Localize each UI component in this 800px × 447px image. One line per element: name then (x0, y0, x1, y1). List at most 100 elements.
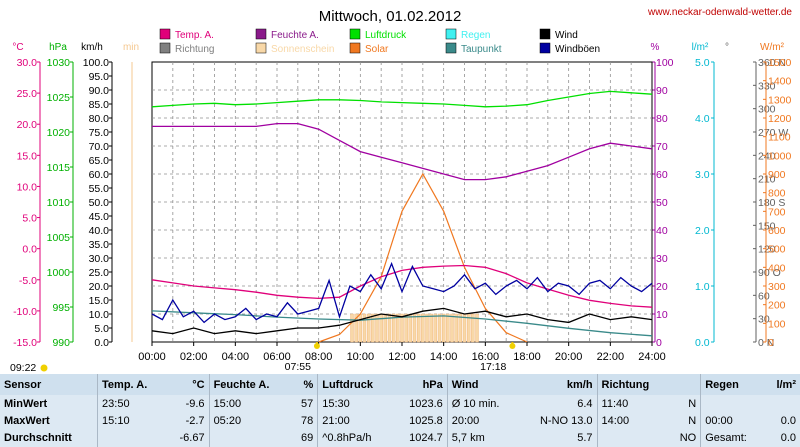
legend-swatch-windb-en (539, 42, 551, 54)
plot-grid (152, 62, 652, 342)
axis-tick-solar: 700 (768, 206, 786, 218)
sunshine-bar (471, 313, 475, 343)
corner-time: 09:22 (10, 362, 36, 374)
sunshine-bar (358, 313, 363, 343)
max-press-val: 1025.8 (409, 415, 443, 427)
axis-tick-wind: 55.0 (89, 183, 110, 195)
sunset-icon (509, 343, 516, 349)
sunshine-bar (441, 313, 446, 343)
legend-swatch-temp-a (159, 28, 171, 40)
axis-tick-humidity: 50 (656, 197, 668, 209)
source-link[interactable]: www.neckar-odenwald-wetter.de (647, 7, 792, 18)
axis-tick-solar: 800 (768, 188, 786, 200)
sunshine-bar (400, 313, 404, 343)
max-rain-val: 0.0 (780, 415, 796, 427)
legend-label-taupunkt: Taupunkt (461, 44, 502, 55)
legend-label-feuchte-a: Feuchte A. (271, 30, 319, 41)
hdr-temp: Temp. A. (97, 374, 167, 396)
axis-unit-wind: km/h (81, 42, 103, 53)
axis-tick-direction: 330 (758, 80, 776, 92)
avg-hum-val: 69 (300, 432, 314, 445)
sun-times: 07:55 17:18 09:22 (10, 342, 516, 374)
axis-tick-humidity: 40 (656, 225, 668, 237)
axis-tick-wind: 90.0 (89, 85, 110, 97)
axis-tick-direction: 30 (758, 314, 770, 326)
hdr-wind-unit: km/h (519, 374, 598, 396)
axis-unit-direction: ° (725, 42, 729, 53)
stats-min-row: MinWert 23:50 -9.6 15:00 57 15:30 1023.6… (0, 395, 800, 413)
axis-tick-pressure: 995 (52, 302, 70, 314)
sunshine-bar (362, 313, 367, 343)
sunshine-bar (421, 313, 425, 343)
axis-tick-wind: 60.0 (89, 169, 110, 181)
sunshine-bar (416, 313, 421, 343)
axis-tick-pressure: 1020 (47, 127, 71, 139)
min-temp-val: -9.6 (185, 397, 205, 410)
avg-press-time: ^0.8hPa/h (317, 429, 394, 447)
axis-tick-temp: 0.0 (22, 244, 37, 256)
left-axes: 30.0 25.0 20.0 15.0 10.0 5.0 0.0 -5.0 -10.0 -15.0… (13, 57, 133, 349)
axis-tick-temp: -10.0 (13, 306, 37, 318)
x-tick-label: 20:00 (555, 351, 583, 363)
x-tick-label: 06:00 (263, 351, 291, 363)
axis-tick-temp: -5.0 (19, 275, 37, 287)
series-line-windb-en (151, 261, 653, 324)
axis-tick-solar: 300 (768, 281, 786, 293)
axis-tick-wind: 95.0 (89, 71, 110, 83)
hdr-press: Luftdruck (317, 374, 394, 396)
hdr-sensor: Sensor (0, 374, 98, 396)
legend-label-sonnenschein: Sonnenschein (271, 44, 334, 55)
avg-rain-time: Gesamt: (700, 429, 765, 447)
legend-swatch-richtung (159, 42, 171, 54)
axis-tick-direction: 360 N (758, 57, 786, 69)
axis-tick-wind: 85.0 (89, 99, 110, 111)
sunshine-bar (396, 313, 400, 343)
min-dir-time: 11:40 (596, 395, 669, 413)
axis-tick-wind: 20.0 (89, 281, 110, 293)
sunshine-bar (371, 313, 375, 343)
max-wind-val: N-NO 13.0 (539, 415, 593, 427)
axis-unit-humidity: % (651, 42, 660, 53)
axis-tick-wind: 5.0 (94, 323, 109, 335)
sunshine-bar (454, 313, 458, 343)
axis-tick-wind: 65.0 (89, 155, 110, 167)
axis-tick-direction: 240 (758, 150, 776, 162)
sunshine-bar (387, 313, 392, 343)
max-dir-val: N (688, 415, 697, 427)
x-tick-label: 18:00 (513, 351, 541, 363)
legend-label-regen: Regen (461, 30, 490, 41)
axis-tick-pressure: 1025 (47, 92, 71, 104)
stats-max-row: MaxWert 15:10 -2.7 05:20 78 21:00 1025.8… (0, 412, 800, 430)
x-axis: 00:00 02:00 04:00 06:00 08:00 10:00 12:00 14:00… (138, 342, 666, 363)
axis-tick-solar: 1300 (768, 94, 792, 106)
axis-tick-wind: 10.0 (89, 309, 110, 321)
sunshine-bar (412, 313, 417, 343)
axis-tick-humidity: 0 (656, 337, 662, 349)
axis-tick-pressure: 1010 (47, 197, 71, 209)
min-dir-val: N (688, 397, 697, 410)
sunshine-bar (433, 313, 438, 343)
hdr-dir: Richtung (596, 374, 669, 396)
sunshine-bar (375, 313, 379, 343)
min-temp-time: 23:50 (97, 395, 167, 413)
max-label: MaxWert (4, 415, 50, 427)
sunrise-time: 07:55 (285, 361, 311, 373)
max-hum-val: 78 (300, 415, 314, 427)
axis-tick-rain: 5.0 (695, 57, 710, 69)
legend-swatch-regen (445, 28, 457, 40)
series-line-wind (151, 307, 653, 335)
x-tick-label: 04:00 (222, 351, 250, 363)
x-tick-label: 24:00 (638, 351, 666, 363)
x-tick-label: 22:00 (597, 351, 625, 363)
axis-tick-rain: 0.0 (695, 337, 710, 349)
right-axes: 10090807060504030201005.04.03.02.01.00.0… (652, 57, 792, 349)
axis-tick-solar: 1500 (768, 57, 792, 69)
sunshine-bar (437, 313, 442, 343)
sunshine-bar (391, 313, 396, 343)
axis-tick-solar: 1400 (768, 76, 792, 88)
legend-swatch-feuchte-a (255, 28, 267, 40)
axis-tick-solar: 100 (768, 318, 786, 330)
axis-tick-wind: 45.0 (89, 211, 110, 223)
avg-dir-time (596, 429, 669, 447)
x-tick-label: 12:00 (388, 351, 416, 363)
